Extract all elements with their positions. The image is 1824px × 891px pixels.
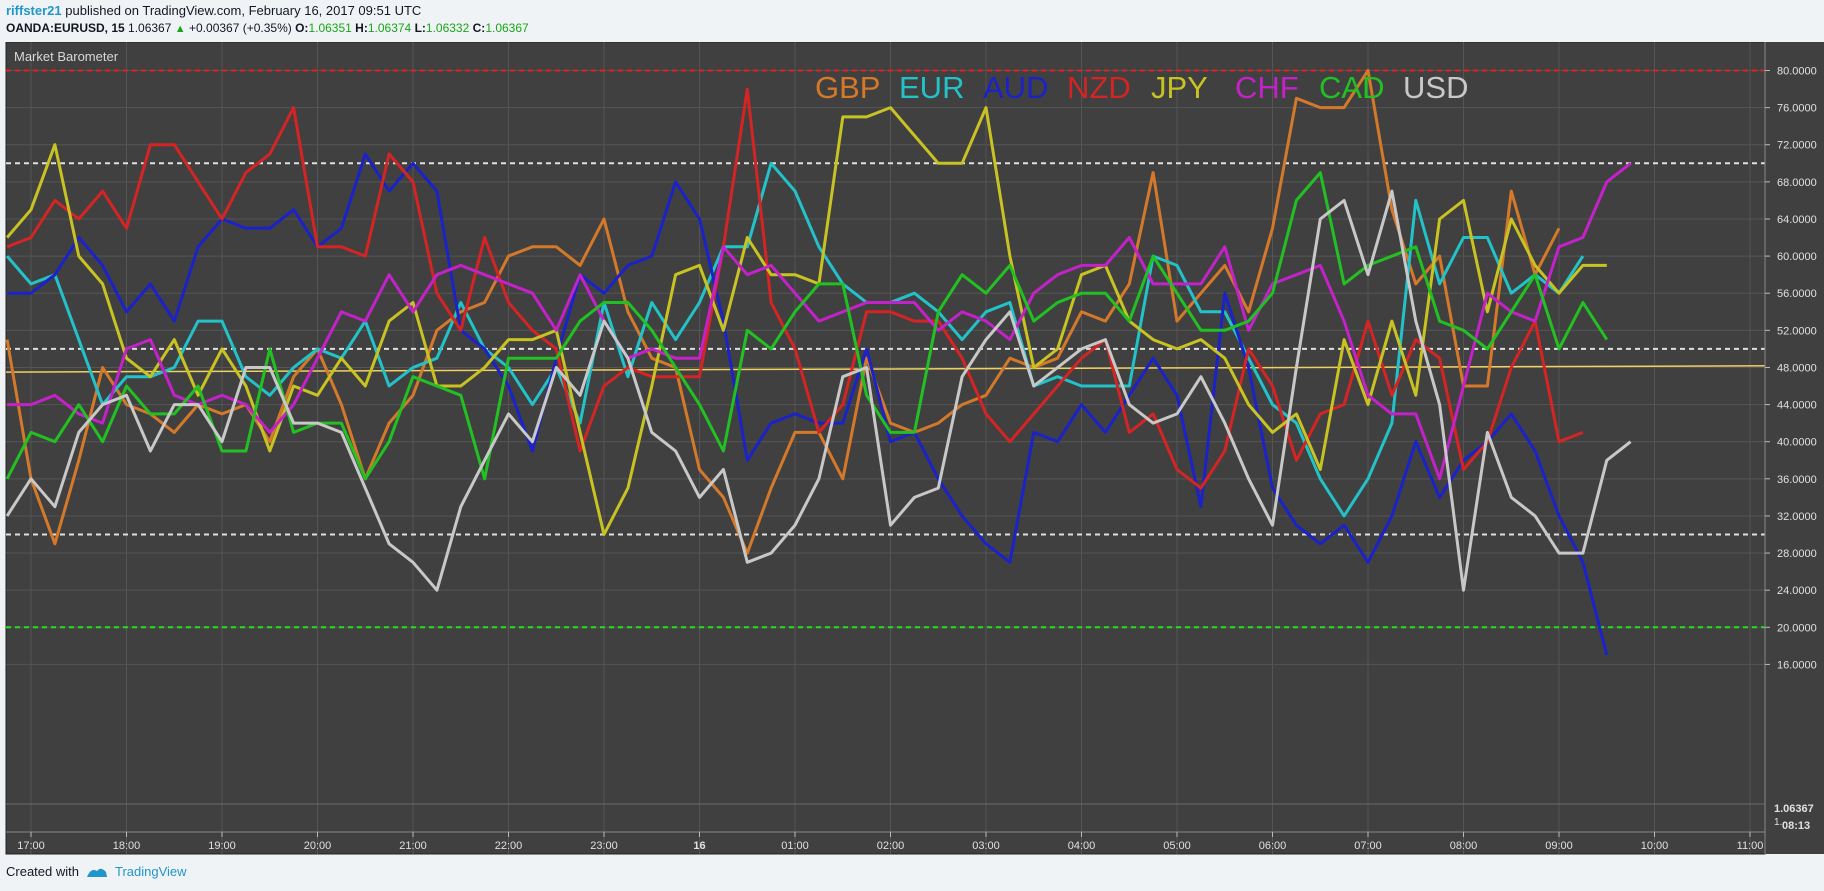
x-tick-label: 11:00 xyxy=(1737,840,1764,852)
author-link[interactable]: riffster21 xyxy=(6,3,62,18)
tradingview-link[interactable]: TradingView xyxy=(114,864,187,879)
y-tick-label: 16.0000 xyxy=(1777,659,1817,671)
legend-aud: AUD xyxy=(983,70,1048,105)
series-lines xyxy=(5,69,1632,656)
high-label: H: xyxy=(355,21,368,35)
x-tick-label: 02:00 xyxy=(877,840,905,852)
y-tick-label: 40.0000 xyxy=(1777,437,1817,449)
y-tick-label: 72.0000 xyxy=(1777,140,1817,152)
y-tick-label: 76.0000 xyxy=(1777,103,1817,115)
x-tick-label: 07:00 xyxy=(1354,840,1382,852)
publish-text: published on TradingView.com, February 1… xyxy=(65,3,422,18)
low-label: L: xyxy=(414,21,426,35)
legend-gbp: GBP xyxy=(815,70,880,105)
last-price: 1.06367 xyxy=(128,21,172,35)
series-line-gbp xyxy=(5,69,1561,555)
y-axis[interactable]: 80.0000 76.0000 72.0000 68.0000 64.0000 60.00… xyxy=(1764,42,1824,854)
price-change: +0.00367 (+0.35%) xyxy=(189,21,292,35)
legend-nzd: NZD xyxy=(1067,70,1131,105)
y-tick-label: 48.0000 xyxy=(1777,362,1817,374)
series-line-aud xyxy=(7,152,1609,656)
x-axis[interactable]: 17:00 18:00 19:00 20:00 21:00 22:00 23:00 16 01:… xyxy=(6,831,1765,852)
price-line xyxy=(5,364,1824,373)
series-line-eur xyxy=(5,161,1585,518)
up-arrow-icon: ▲ xyxy=(174,23,186,35)
open-label: O: xyxy=(295,21,309,35)
series-line-usd xyxy=(5,189,1632,592)
x-tick-label: 06:00 xyxy=(1259,840,1287,852)
legend-usd: USD xyxy=(1403,70,1468,105)
x-tick-label: 04:00 xyxy=(1068,840,1096,852)
y-tick-label: 64.0000 xyxy=(1777,214,1817,226)
x-tick-label: 01:00 xyxy=(781,840,809,852)
y-tick-label: 80.0000 xyxy=(1777,66,1817,78)
series-line-jpy xyxy=(5,106,1607,536)
legend-jpy: JPY xyxy=(1151,70,1208,105)
x-tick-label: 08:00 xyxy=(1450,840,1478,852)
x-tick-label: 09:00 xyxy=(1545,840,1573,852)
symbol-info: OANDA:EURUSD, 15 1.06367 ▲ +0.00367 (+0.… xyxy=(6,21,529,35)
footer: Created with TradingView xyxy=(6,864,187,879)
close-label: C: xyxy=(472,21,486,35)
indicator-label: Market Barometer xyxy=(14,49,119,64)
created-with-text: Created with xyxy=(6,864,79,879)
low-value: 1.06332 xyxy=(425,21,470,35)
y-tick-label: 52.0000 xyxy=(1777,325,1817,337)
y-tick-label: 24.0000 xyxy=(1777,585,1817,597)
grid-lines xyxy=(6,42,1765,854)
y-tick-label: 60.0000 xyxy=(1777,251,1817,263)
legend: GBP EUR AUD NZD JPY CHF CAD USD xyxy=(815,70,1468,105)
secondary-price-label: 1. xyxy=(1774,817,1782,828)
x-tick-label: 05:00 xyxy=(1163,840,1191,852)
y-tick-label: 28.0000 xyxy=(1777,548,1817,560)
publish-info: riffster21 published on TradingView.com,… xyxy=(6,3,421,18)
x-tick-label: 16 xyxy=(693,840,705,852)
x-tick-label: 10:00 xyxy=(1641,840,1669,852)
legend-eur: EUR xyxy=(899,70,964,105)
legend-chf: CHF xyxy=(1235,70,1299,105)
x-tick-label: 19:00 xyxy=(208,840,236,852)
x-tick-label: 22:00 xyxy=(495,840,523,852)
x-tick-label: 03:00 xyxy=(972,840,1000,852)
symbol-name: OANDA:EURUSD, 15 xyxy=(6,21,125,35)
y-tick-label: 32.0000 xyxy=(1777,511,1817,523)
chart-frame xyxy=(6,42,1765,854)
chart-canvas[interactable]: GBP EUR AUD NZD JPY CHF CAD USD Market Baromete… xyxy=(0,42,1824,856)
x-tick-label: 18:00 xyxy=(113,840,141,852)
y-axis-background xyxy=(1765,42,1824,854)
price-axis-labels: 1.06367 1. 08:13 xyxy=(1774,803,1814,832)
close-value: 1.06367 xyxy=(485,21,529,35)
high-value: 1.06374 xyxy=(367,21,412,35)
series-line-chf xyxy=(7,162,1632,481)
open-value: 1.06351 xyxy=(308,21,352,35)
tradingview-logo-icon xyxy=(86,868,107,877)
x-tick-label: 21:00 xyxy=(399,840,427,852)
y-tick-label: 68.0000 xyxy=(1777,177,1817,189)
y-tick-label: 20.0000 xyxy=(1777,622,1817,634)
y-tick-label: 56.0000 xyxy=(1777,288,1817,300)
series-line-nzd xyxy=(6,87,1584,490)
current-price-label: 1.06367 xyxy=(1774,803,1814,815)
x-tick-label: 23:00 xyxy=(590,840,618,852)
series-line-cad xyxy=(5,171,1609,481)
legend-cad: CAD xyxy=(1319,70,1384,105)
x-tick-label: 20:00 xyxy=(304,840,332,852)
x-tick-label: 17:00 xyxy=(17,840,45,852)
y-tick-label: 44.0000 xyxy=(1777,400,1817,412)
bar-countdown: 08:13 xyxy=(1782,820,1810,832)
y-tick-label: 36.0000 xyxy=(1777,474,1817,486)
